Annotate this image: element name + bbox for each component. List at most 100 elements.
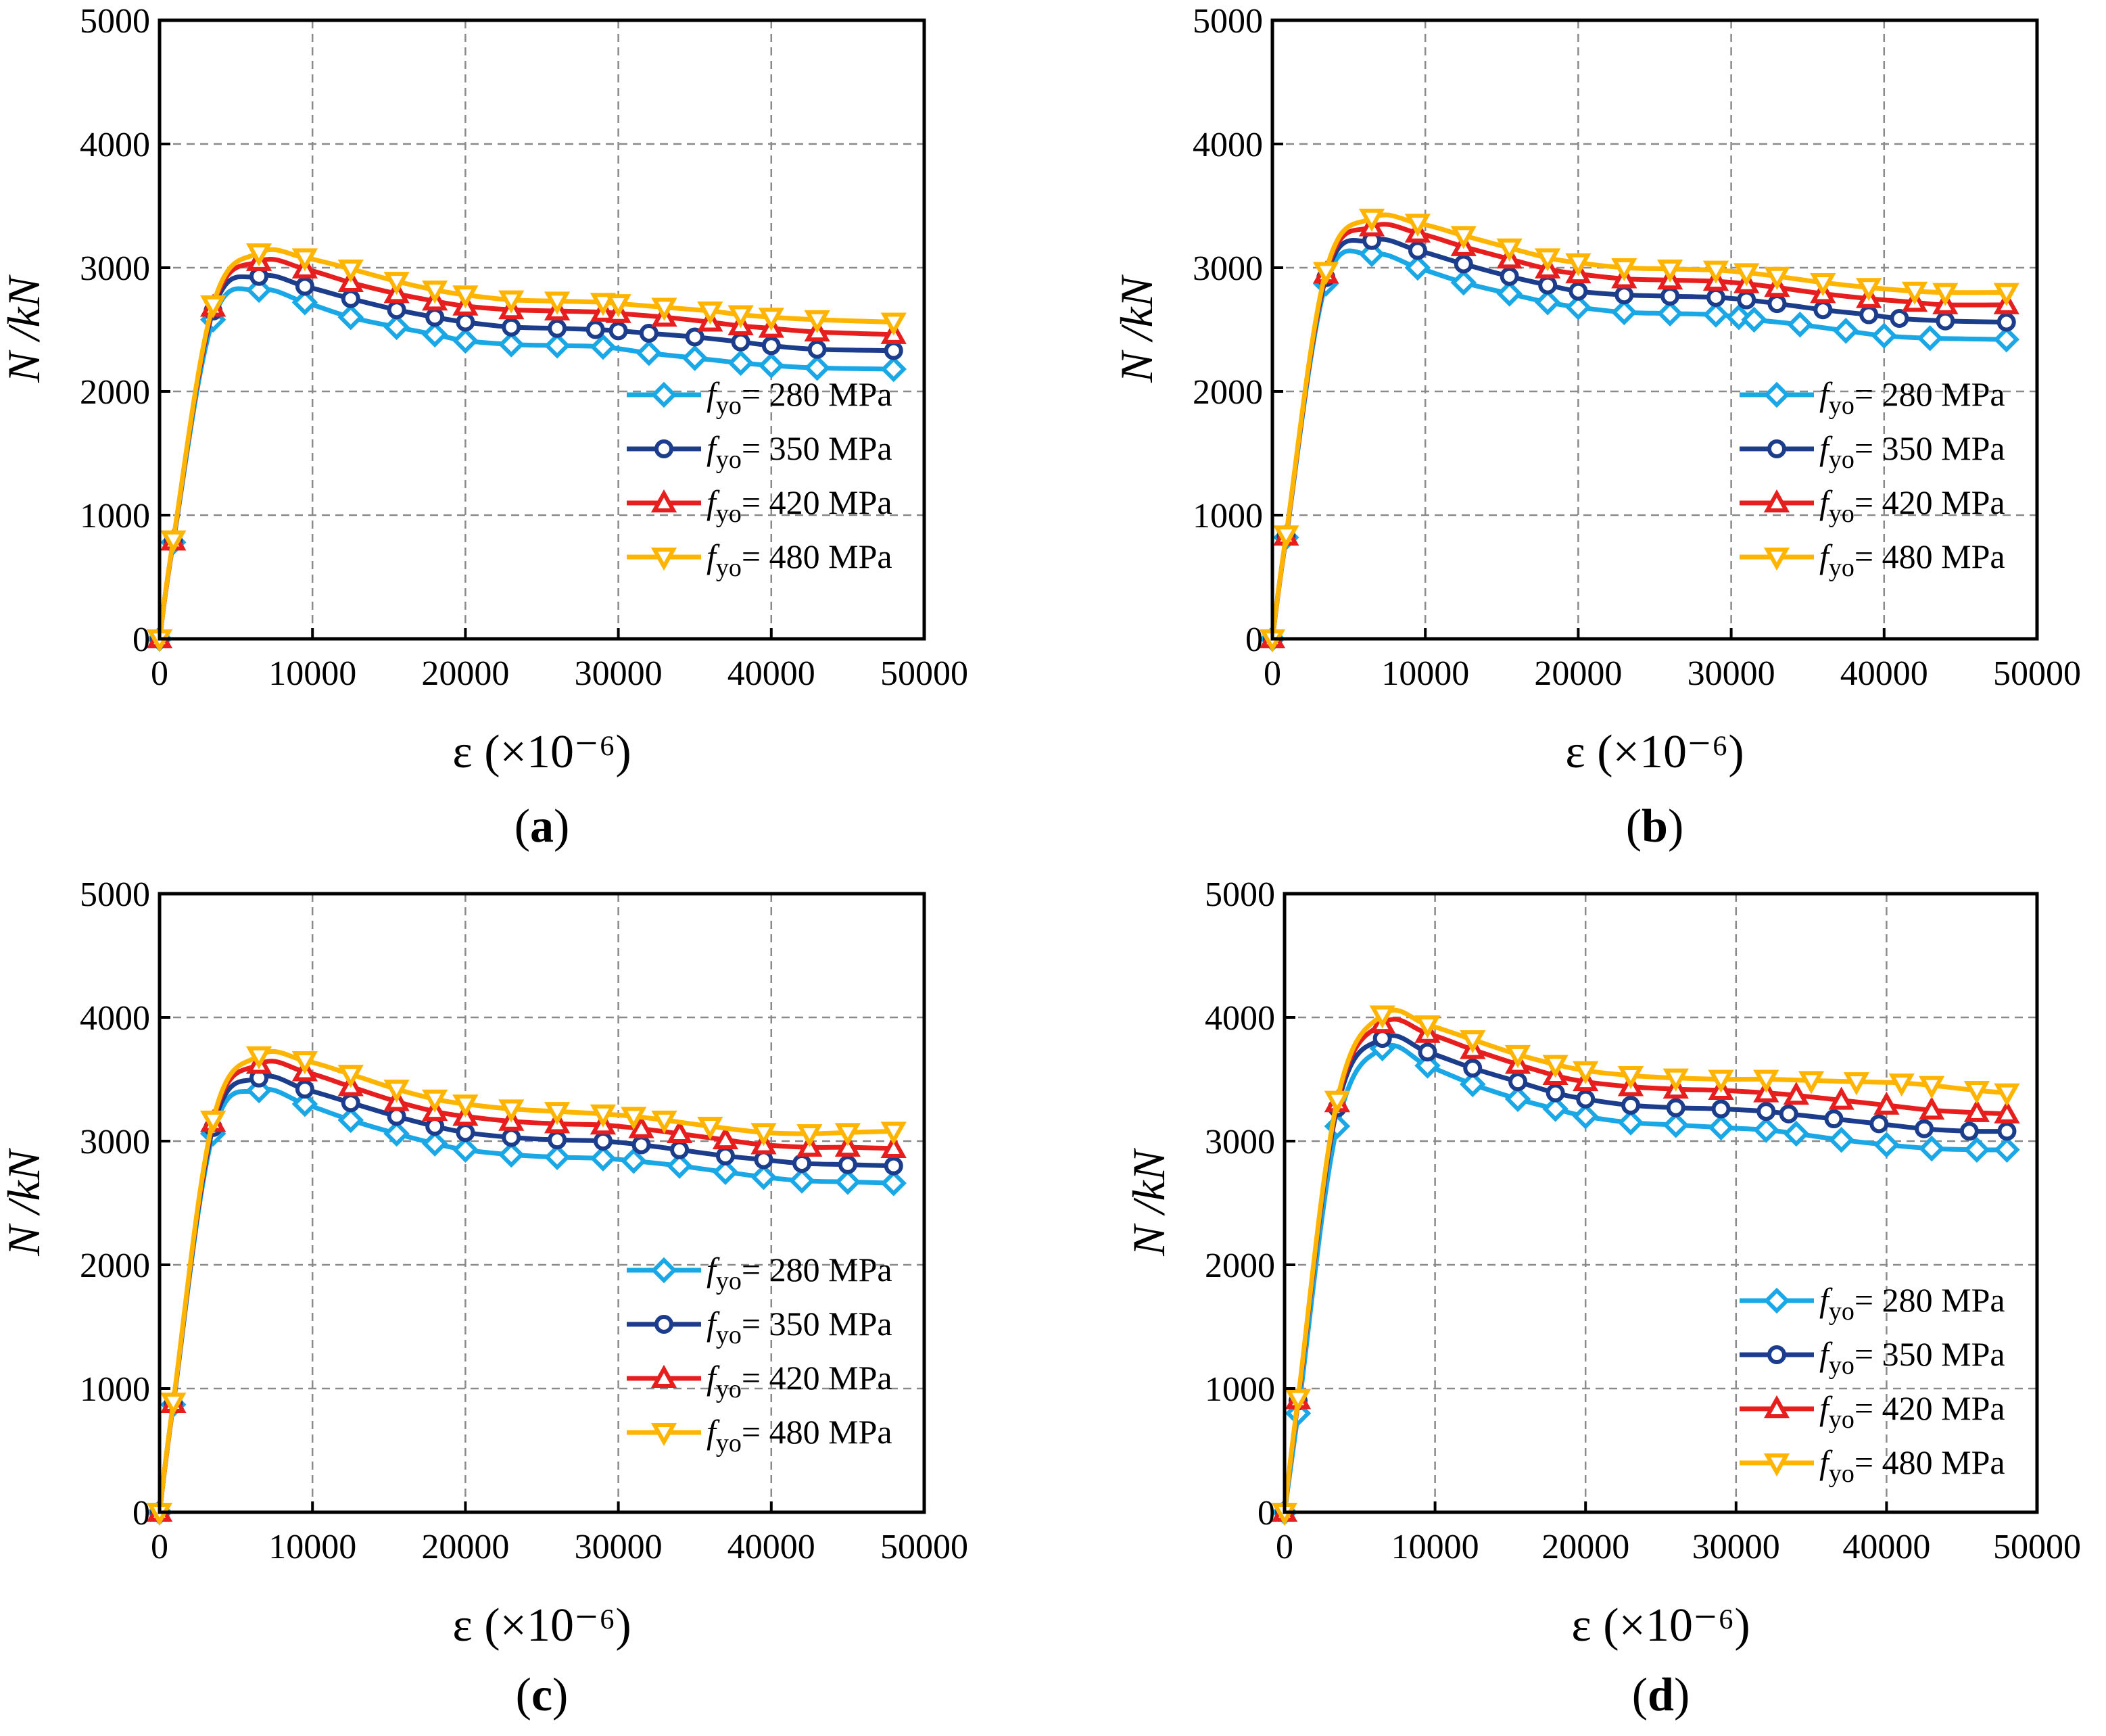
triangle-down-marker (200, 295, 226, 319)
circle-marker (502, 1128, 521, 1147)
y-tick-label: 3000 (1193, 249, 1263, 288)
y-tick-label: 0 (1258, 1494, 1275, 1533)
triangle-down-marker (200, 1110, 226, 1134)
circle-marker (685, 327, 704, 347)
triangle-down-marker (1702, 260, 1729, 284)
circle-marker (593, 1132, 613, 1151)
triangle-down-marker (383, 1080, 410, 1103)
triangle-down-marker (880, 1122, 907, 1145)
triangle-down-marker (1932, 283, 1959, 306)
diamond-marker (291, 289, 318, 316)
triangle-down-marker (727, 305, 754, 329)
x-tick-label: 40000 (1842, 1528, 1930, 1566)
diamond-marker (1783, 1120, 1810, 1147)
x-tick-label: 30000 (1688, 654, 1775, 693)
circle-marker (1915, 1119, 1934, 1138)
legend-label: fyo= 350 MPa (707, 1305, 892, 1349)
plot-frame (158, 18, 926, 641)
diamond-marker (1450, 269, 1477, 296)
series-line (1282, 1042, 2007, 1513)
circle-marker (548, 318, 567, 338)
triangle-down-marker (590, 293, 617, 316)
diamond-marker (681, 345, 708, 371)
triangle-down-marker (796, 1124, 823, 1148)
x-tick-label: 10000 (1391, 1528, 1479, 1566)
circle-marker (387, 300, 406, 320)
circle-marker (1756, 1102, 1776, 1122)
triangle-up-marker (1994, 1100, 2020, 1124)
diamond-marker (1534, 289, 1561, 316)
legend-item-4: fyo= 480 MPa (627, 1413, 892, 1457)
triangle-down-marker (160, 1393, 187, 1416)
circle-marker (341, 289, 360, 308)
x-tick-label: 40000 (727, 654, 815, 693)
y-tick-label: 1000 (80, 1370, 150, 1409)
legend-label: fyo= 420 MPa (707, 483, 892, 528)
diamond-marker (880, 356, 907, 383)
circle-marker (1546, 1083, 1565, 1103)
x-tick-label: 30000 (1692, 1528, 1780, 1566)
diamond-marker (421, 321, 448, 348)
circle-marker (548, 1130, 567, 1150)
x-tick-label: 40000 (727, 1528, 815, 1566)
triangle-down-marker (1504, 1044, 1531, 1069)
triangle-up-marker (650, 1364, 677, 1388)
y-tick-label: 1000 (1205, 1370, 1275, 1409)
circle-marker (1813, 300, 1833, 320)
legend-item-4: fyo= 480 MPa (1740, 1443, 2005, 1488)
diamond-marker (1963, 1136, 1990, 1163)
circle-marker (715, 1146, 735, 1165)
legend-label: fyo= 280 MPa (1819, 1281, 2005, 1326)
diamond-marker (650, 381, 677, 408)
circle-marker (654, 1315, 673, 1334)
x-tick-label: 20000 (1534, 654, 1622, 693)
series-4 (146, 1046, 907, 1526)
triangle-down-marker (422, 280, 448, 304)
circle-marker (1408, 241, 1427, 260)
x-tick-label: 10000 (268, 1528, 356, 1566)
triangle-down-marker (1542, 1055, 1569, 1078)
diamond-marker (1828, 1126, 1854, 1153)
x-tick-label: 0 (151, 654, 168, 693)
chart-panel-c: 0 10000 20000 30000 40000 50000 0 1000 2000 3000 4… (0, 875, 968, 1721)
legend-label: fyo= 280 MPa (1819, 375, 2005, 420)
diamond-marker (421, 1130, 448, 1157)
series-line (1282, 1017, 2007, 1513)
circle-marker (456, 312, 475, 332)
x-tick-label: 50000 (880, 654, 968, 693)
diamond-marker (758, 352, 785, 379)
triangle-down-marker (1535, 248, 1561, 272)
x-tick-label: 30000 (575, 1528, 663, 1566)
x-tick-label: 20000 (1541, 1528, 1629, 1566)
diamond-marker (1871, 322, 1898, 349)
y-tick-label: 3000 (80, 1123, 150, 1161)
diamond-marker (245, 276, 272, 304)
triangle-down-marker (1888, 1073, 1915, 1097)
x-tick-label: 20000 (421, 1528, 509, 1566)
x-tick-label: 50000 (1993, 1528, 2081, 1566)
triangle-down-marker (880, 312, 907, 336)
legend-item-4: fyo= 480 MPa (627, 537, 892, 582)
triangle-down-marker (621, 1107, 647, 1130)
legend-item-2: fyo= 350 MPa (627, 429, 892, 474)
circle-marker (1418, 1042, 1437, 1062)
circle-marker (1576, 1089, 1596, 1109)
diamond-marker (291, 1090, 318, 1117)
x-tick-label: 30000 (575, 654, 663, 693)
diamond-marker (544, 1144, 571, 1171)
y-tick-label: 4000 (80, 126, 150, 164)
panel-caption: (b) (1626, 800, 1684, 852)
diamond-marker (636, 340, 663, 366)
diamond-marker (1542, 1096, 1569, 1122)
triangle-down-marker (498, 290, 525, 314)
circle-marker (654, 439, 673, 458)
circle-marker (387, 1107, 406, 1126)
circle-marker (249, 266, 269, 286)
y-tick-label: 0 (133, 1494, 150, 1533)
triangle-down-marker (650, 548, 677, 571)
circle-marker (1711, 1099, 1731, 1119)
x-tick-label: 50000 (1993, 654, 2081, 693)
diamond-marker (1787, 311, 1813, 338)
diamond-marker (590, 1145, 617, 1172)
triangle-down-marker (804, 310, 830, 333)
